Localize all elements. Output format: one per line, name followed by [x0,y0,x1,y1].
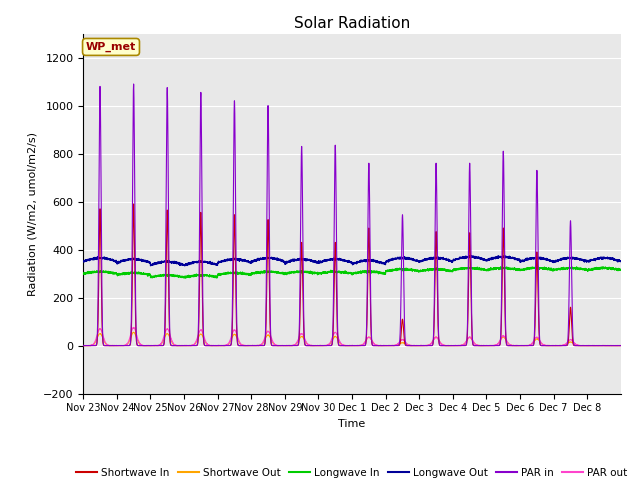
Title: Solar Radiation: Solar Radiation [294,16,410,31]
Text: WP_met: WP_met [86,42,136,52]
X-axis label: Time: Time [339,419,365,429]
Y-axis label: Radiation (W/m2, umol/m2/s): Radiation (W/m2, umol/m2/s) [28,132,37,296]
Legend: Shortwave In, Shortwave Out, Longwave In, Longwave Out, PAR in, PAR out: Shortwave In, Shortwave Out, Longwave In… [72,464,632,480]
